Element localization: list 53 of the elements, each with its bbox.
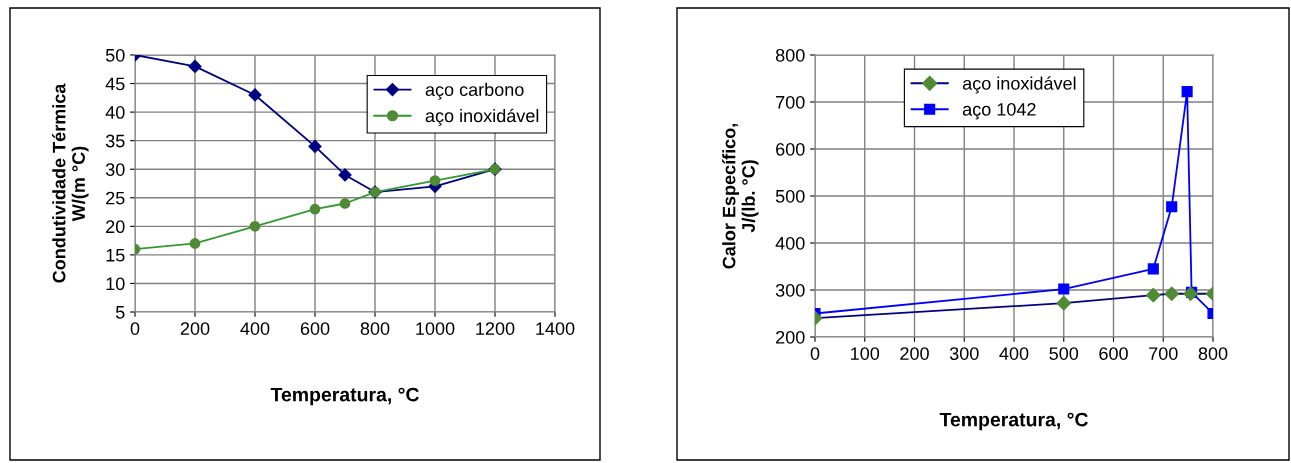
point [1181, 86, 1193, 98]
x-tick-label: 800 [360, 322, 390, 335]
x-tick-label: 1400 [536, 322, 575, 335]
point [1183, 286, 1198, 302]
y-tick-label: 45 [105, 77, 125, 91]
legend-label: aço 1042 [962, 102, 1036, 120]
x-tick-label: 0 [810, 347, 820, 360]
x-tick-label: 800 [1198, 347, 1228, 360]
point [308, 139, 322, 153]
x-tick-label: 0 [130, 322, 140, 335]
x-tick-label: 200 [180, 322, 210, 335]
y-tick-label: 700 [776, 95, 805, 109]
point [188, 59, 202, 74]
x-axis-title: Temperatura, °C [939, 412, 1088, 431]
y-tick-label: 35 [105, 134, 125, 148]
y-tick-label: 400 [775, 236, 805, 250]
x-tick-label: 1200 [476, 322, 515, 335]
point [1166, 201, 1178, 213]
x-tick-label: 1000 [416, 322, 455, 335]
y-tick-label: 40 [105, 106, 125, 119]
x-tick-label: 500 [1049, 347, 1079, 360]
y-tick-label: 25 [106, 191, 125, 205]
y-tick-label: 800 [775, 48, 805, 62]
y-tick-label: 30 [105, 163, 125, 176]
point [1147, 263, 1159, 275]
x-tick-label: 600 [1099, 347, 1128, 360]
point [338, 168, 352, 182]
legend-label: aço carbono [425, 82, 524, 100]
x-tick-label: 100 [851, 347, 880, 360]
y-tick-label: 5 [115, 306, 125, 319]
y-tick-label: 300 [775, 283, 805, 297]
point [1056, 295, 1072, 311]
x-tick-label: 700 [1149, 347, 1178, 360]
x-tick-label: 200 [900, 347, 929, 360]
y-tick-label: 20 [106, 220, 125, 234]
x-tick-label: 400 [999, 347, 1029, 360]
point [1164, 286, 1179, 302]
y-axis-title: Condutividade Térmica W/(m °C) [52, 83, 89, 283]
y-tick-label: 15 [106, 249, 125, 262]
x-tick-label: 300 [949, 347, 979, 360]
point [1058, 283, 1070, 295]
legend-label: aço inoxidável [962, 76, 1076, 94]
y-axis-title: Calor Específico, J/(lb. °C) [722, 123, 759, 269]
y-tick-label: 50 [105, 48, 125, 62]
point [248, 88, 262, 102]
x-tick-label: 600 [300, 322, 330, 335]
x-axis-title: Temperatura, °C [270, 387, 419, 406]
y-tick-label: 600 [776, 142, 805, 156]
x-tick-label: 400 [240, 322, 270, 335]
point [1146, 287, 1161, 303]
y-tick-label: 10 [106, 277, 125, 291]
legend-label: aço inoxidável [425, 108, 539, 126]
y-tick-label: 500 [775, 189, 805, 203]
